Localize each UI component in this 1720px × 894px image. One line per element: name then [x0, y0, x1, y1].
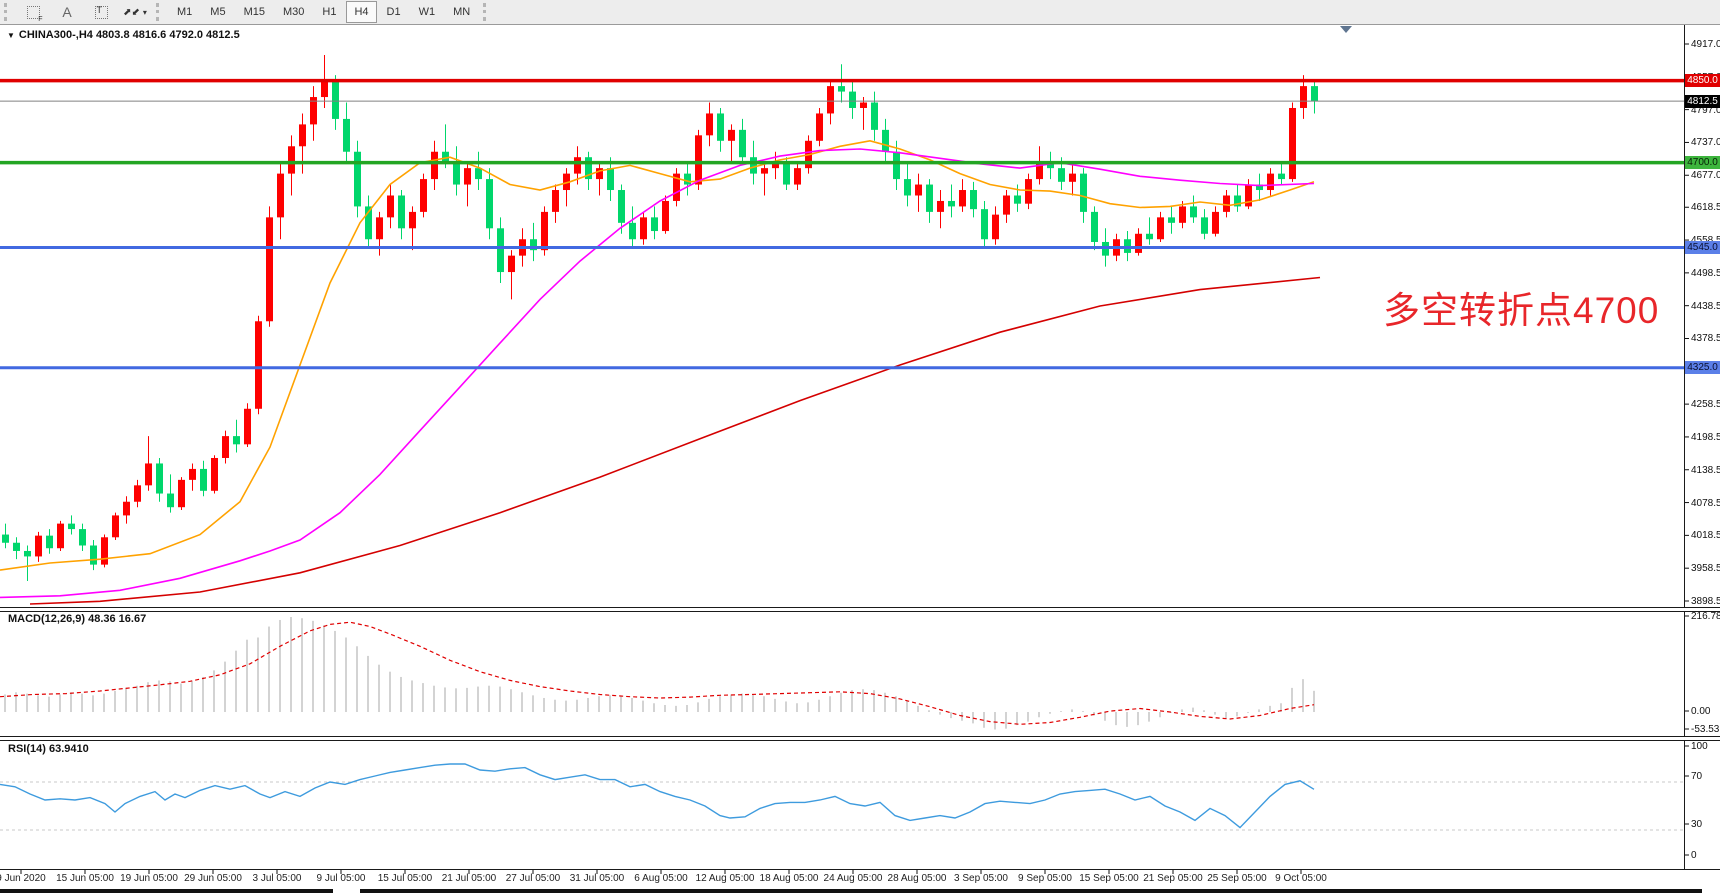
time-axis-label-12: 18 Aug 05:00	[759, 873, 819, 884]
price-badge-4700.0: 4700.0	[1685, 156, 1720, 170]
time-axis-label-20: 9 Oct 05:00	[1275, 873, 1327, 884]
rsi-axis-label-0: 0	[1691, 850, 1697, 861]
frame-f-icon[interactable]: F	[18, 2, 48, 23]
time-axis-label-2: 19 Jun 05:00	[120, 873, 178, 884]
time-axis-label-19: 25 Sep 05:00	[1207, 873, 1267, 884]
time-axis-label-16: 9 Sep 05:00	[1018, 873, 1072, 884]
panel-splitter-main-macd[interactable]	[0, 607, 1720, 612]
time-axis-label-3: 29 Jun 05:00	[184, 873, 242, 884]
macd-indicator-label: MACD(12,26,9) 48.36 16.67	[8, 613, 147, 625]
rsi-panel	[0, 763, 1684, 831]
rsi-axis-label-30: 30	[1691, 819, 1703, 830]
timeframe-button-mn[interactable]: MN	[453, 6, 471, 18]
toolbar: F A T ⬈⬋ ▾ M1 M5 M15 M30 H1 H4 D1 W1 MN	[0, 0, 1720, 25]
time-axis-label-17: 15 Sep 05:00	[1079, 873, 1139, 884]
panel-splitter-macd-rsi[interactable]	[0, 736, 1720, 741]
time-axis-label-13: 24 Aug 05:00	[823, 873, 883, 884]
chart-text-annotation[interactable]: 多空转折点4700	[1383, 290, 1660, 331]
time-axis-label-8: 27 Jul 05:00	[505, 873, 561, 884]
price-badge-4325.0: 4325.0	[1685, 361, 1720, 375]
timeframe-button-m30[interactable]: M30	[282, 6, 305, 18]
timeframe-button-m1[interactable]: M1	[177, 6, 193, 18]
price-axis-label-4378.5: 4378.5	[1691, 333, 1720, 345]
price-badge-4850.0: 4850.0	[1685, 74, 1720, 88]
timeframe-button-h4[interactable]: H4	[346, 1, 377, 23]
time-axis-label-14: 28 Aug 05:00	[887, 873, 947, 884]
macd-signal-line	[0, 621, 1315, 725]
price-axis-label-4258.5: 4258.5	[1691, 399, 1720, 411]
time-axis-label-1: 15 Jun 05:00	[56, 873, 114, 884]
cursor-arrows-glyph: ⬈⬋	[123, 6, 140, 18]
time-axis-label-18: 21 Sep 05:00	[1143, 873, 1203, 884]
rsi-line	[0, 763, 1315, 829]
price-axis-label-4618.5: 4618.5	[1691, 202, 1720, 214]
price-axis-label-4797: 4797.0	[1691, 104, 1720, 116]
frame-f-icon-box: F	[26, 5, 43, 23]
time-axis-label-15: 3 Sep 05:00	[954, 873, 1008, 884]
fast-ma-line	[0, 139, 1315, 571]
chevron-down-icon[interactable]: ▾	[142, 7, 147, 17]
macd-axis-label-216.78: 216.78	[1691, 611, 1720, 622]
price-axis-label-4198.5: 4198.5	[1691, 431, 1720, 443]
time-axis-label-0: 9 Jun 2020	[0, 873, 46, 884]
macd-panel	[0, 617, 1315, 730]
symbol-ohlc-text: CHINA300-,H4 4803.8 4816.6 4792.0 4812.5	[18, 29, 240, 41]
mid-ma-line	[0, 148, 1315, 599]
price-axis-label-4737: 4737.0	[1691, 137, 1720, 149]
time-axis-label-10: 6 Aug 05:00	[634, 873, 688, 884]
price-badge-4545.0: 4545.0	[1685, 240, 1720, 254]
candles-layer	[2, 54, 1318, 582]
cursor-arrows-icon[interactable]: ⬈⬋ ▾	[120, 2, 150, 22]
time-axis-border	[0, 869, 1720, 870]
scrollbar-thumb[interactable]	[360, 889, 1702, 893]
rsi-indicator-label: RSI(14) 63.9410	[8, 743, 89, 755]
timeframe-button-d1[interactable]: D1	[386, 6, 401, 18]
price-axis-label-4558.5: 4558.5	[1691, 235, 1720, 246]
timeframe-button-m5[interactable]: M5	[210, 6, 226, 18]
time-axis-label-7: 21 Jul 05:00	[441, 873, 497, 884]
rsi-axis-label-100: 100	[1691, 741, 1708, 752]
timeframe-button-w1[interactable]: W1	[418, 6, 436, 18]
price-axis-label-4498.5: 4498.5	[1691, 267, 1720, 279]
toolbar-grip-3[interactable]	[483, 3, 491, 21]
toolbar-grip[interactable]	[4, 3, 12, 21]
price-axis-label-3898.5: 3898.5	[1691, 596, 1720, 607]
time-axis-label-9: 31 Jul 05:00	[569, 873, 625, 884]
timeframe-button-h1[interactable]: H1	[322, 6, 337, 18]
price-axis-label-4677: 4677.0	[1691, 170, 1720, 182]
main-price-panel	[0, 54, 1321, 605]
text-label-icon-box: T	[94, 5, 108, 19]
font-icon[interactable]: A	[62, 4, 72, 20]
timeframe-button-row: M1 M5 M15 M30 H1 H4 D1 W1 MN	[168, 1, 479, 23]
slow-ma-line	[29, 276, 1321, 605]
time-axis-label-11: 12 Aug 05:00	[695, 873, 755, 884]
macd-axis-label-0.00: 0.00	[1691, 706, 1711, 717]
time-axis-label-4: 3 Jul 05:00	[252, 873, 302, 884]
rsi-axis-label-70: 70	[1691, 771, 1703, 782]
time-axis-label-6: 15 Jul 05:00	[377, 873, 433, 884]
chart-shift-marker-icon[interactable]	[1340, 26, 1352, 33]
text-label-icon[interactable]: T	[86, 2, 116, 22]
price-badge-4812.5: 4812.5	[1685, 94, 1720, 108]
timeframe-button-m15[interactable]: M15	[243, 6, 265, 18]
price-axis-label-4438.5: 4438.5	[1691, 300, 1720, 312]
toolbar-grip-2[interactable]	[156, 3, 164, 21]
price-axis-label-4138.5: 4138.5	[1691, 464, 1720, 476]
price-axis-label-4917: 4917.0	[1691, 39, 1720, 50]
symbol-header[interactable]: ▼ CHINA300-,H4 4803.8 4816.6 4792.0 4812.…	[7, 29, 240, 41]
macd-axis-label--53.53: -53.53	[1691, 724, 1720, 735]
price-axis-border	[1684, 25, 1685, 869]
scrollbar-segment-left[interactable]	[0, 889, 333, 893]
price-axis-label-4078.5: 4078.5	[1691, 497, 1720, 509]
time-axis-label-5: 9 Jul 05:00	[316, 873, 366, 884]
price-axis-label-4018.5: 4018.5	[1691, 530, 1720, 542]
collapse-triangle-icon[interactable]: ▼	[7, 31, 15, 40]
price-axis-label-3958.5: 3958.5	[1691, 563, 1720, 575]
